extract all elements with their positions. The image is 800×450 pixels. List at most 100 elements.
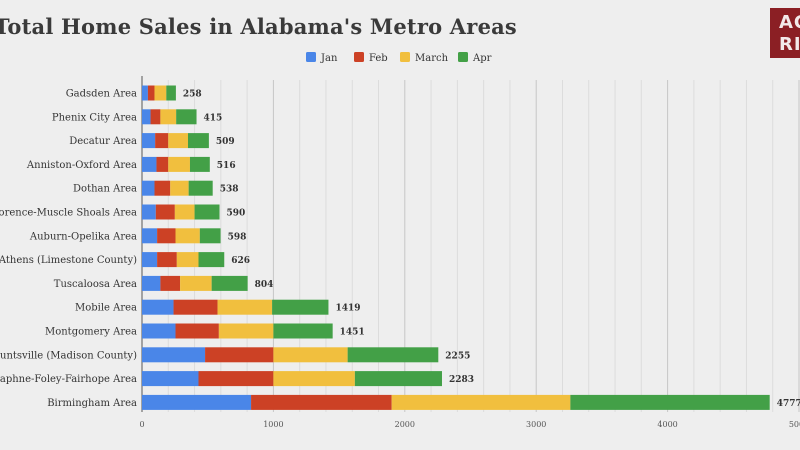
x-tick-label-2000: 2000 (395, 420, 415, 429)
bar-tuscaloosa-area-jan (142, 275, 161, 291)
bar-montgomery-area-jan (142, 323, 176, 339)
x-tick-label-5000: 5000 (789, 420, 800, 429)
bar-daphne-foley-fairhope-area-feb (198, 371, 274, 387)
category-label-florence-muscle-shoals-area: Florence-Muscle Shoals Area (0, 208, 137, 219)
total-labels: 258 415 509 516 538 590 598 626 804 1419 1451 2255 2… (183, 90, 800, 409)
x-tick-label-4000: 4000 (657, 420, 677, 429)
legend-swatch-feb (354, 52, 364, 62)
bar-daphne-foley-fairhope-area-jan (142, 371, 199, 387)
bar-birmingham-area-march (391, 394, 571, 410)
bar-montgomery-area-apr (273, 323, 333, 339)
category-label-montgomery-area: Montgomery Area (45, 327, 137, 338)
logo-text-line1: AC (779, 12, 800, 33)
bar-florence-muscle-shoals-area-jan (142, 204, 156, 220)
category-label-dothan-area: Dothan Area (73, 184, 137, 195)
bar-florence-muscle-shoals-area-apr (194, 204, 220, 220)
bar-florence-muscle-shoals-area-march (174, 204, 195, 220)
bar-mobile-area-apr (272, 299, 329, 315)
total-label-auburn-opelika-area: 598 (228, 232, 247, 242)
bar-daphne-foley-fairhope-area-apr (354, 371, 442, 387)
bar-gadsden-area-feb (147, 85, 155, 101)
logo-text-line2: RI (779, 34, 800, 55)
total-label-birmingham-area: 4777 (777, 399, 800, 409)
bar-birmingham-area-apr (570, 394, 770, 410)
bar-mobile-area-march (217, 299, 273, 315)
bar-auburn-opelika-area-march (175, 228, 200, 244)
category-label-anniston-oxford-area: Anniston-Oxford Area (26, 160, 137, 171)
bar-anniston-oxford-area-march (168, 156, 190, 172)
bar-mobile-area-jan (142, 299, 174, 315)
bar-decatur-area-feb (155, 133, 169, 149)
chart-title: Total Home Sales in Alabama's Metro Area… (0, 14, 517, 39)
x-axis-ticks: 0 1000 2000 3000 4000 5000 (139, 420, 800, 429)
total-label-montgomery-area: 1451 (340, 328, 365, 338)
legend-swatch-apr (458, 52, 468, 62)
bar-auburn-opelika-area-apr (199, 228, 221, 244)
bar-dothan-area-apr (188, 180, 213, 196)
category-label-birmingham-area: Birmingham Area (47, 398, 137, 409)
legend-swatch-march (400, 52, 410, 62)
category-label-auburn-opelika-area: Auburn-Opelika Area (29, 231, 137, 242)
bar-tuscaloosa-area-apr (211, 275, 248, 291)
legend-label-apr: Apr (472, 53, 492, 64)
total-label-huntsville-madison-county: 2255 (445, 351, 470, 361)
bar-athens-limestone-county-jan (142, 252, 158, 268)
bar-montgomery-area-march (218, 323, 274, 339)
category-label-daphne-foley-fairhope-area: Daphne-Foley-Fairhope Area (0, 374, 137, 385)
bar-dothan-area-march (170, 180, 189, 196)
bar-phenix-city-area-apr (176, 109, 197, 125)
x-tick-label-1000: 1000 (263, 420, 283, 429)
legend-label-jan: Jan (320, 53, 338, 64)
bar-gadsden-area-march (154, 85, 167, 101)
bar-phenix-city-area-march (160, 109, 177, 125)
category-label-decatur-area: Decatur Area (69, 136, 137, 147)
bar-huntsville-madison-county-apr (347, 347, 439, 363)
bar-phenix-city-area-jan (142, 109, 151, 125)
total-label-mobile-area: 1419 (335, 304, 360, 314)
total-label-gadsden-area: 258 (183, 90, 202, 100)
total-label-florence-muscle-shoals-area: 590 (227, 209, 246, 219)
bar-phenix-city-area-feb (150, 109, 161, 125)
bar-florence-muscle-shoals-area-feb (155, 204, 175, 220)
bar-tuscaloosa-area-feb (160, 275, 181, 291)
bar-auburn-opelika-area-jan (142, 228, 158, 244)
total-label-tuscaloosa-area: 804 (255, 280, 274, 290)
total-label-daphne-foley-fairhope-area: 2283 (449, 375, 474, 385)
bar-athens-limestone-county-feb (157, 252, 177, 268)
bar-birmingham-area-feb (251, 394, 392, 410)
bar-dothan-area-jan (142, 180, 155, 196)
bars (142, 85, 770, 410)
bar-huntsville-madison-county-feb (205, 347, 274, 363)
category-label-huntsville-madison-county: Huntsville (Madison County) (0, 350, 137, 361)
total-label-dothan-area: 538 (220, 185, 239, 195)
bar-anniston-oxford-area-jan (142, 156, 157, 172)
bar-mobile-area-feb (173, 299, 218, 315)
bar-dothan-area-feb (154, 180, 171, 196)
legend-swatch-jan (306, 52, 316, 62)
legend: Jan Feb March Apr (306, 52, 492, 64)
category-labels: Gadsden Area Phenix City Area Decatur Area… (0, 89, 137, 409)
x-tick-label-3000: 3000 (526, 420, 546, 429)
bar-anniston-oxford-area-apr (189, 156, 210, 172)
legend-label-feb: Feb (369, 53, 388, 64)
bar-tuscaloosa-area-march (180, 275, 212, 291)
logo: AC RI (770, 8, 800, 58)
total-label-athens-limestone-county: 626 (231, 256, 250, 266)
bar-birmingham-area-jan (142, 394, 252, 410)
x-tick-label-0: 0 (139, 420, 144, 429)
bar-gadsden-area-jan (142, 85, 148, 101)
bar-athens-limestone-county-march (176, 252, 199, 268)
bar-decatur-area-jan (142, 133, 156, 149)
category-label-gadsden-area: Gadsden Area (66, 89, 137, 100)
bar-gadsden-area-apr (166, 85, 176, 101)
bar-auburn-opelika-area-feb (157, 228, 176, 244)
bar-daphne-foley-fairhope-area-march (273, 371, 355, 387)
bar-decatur-area-march (168, 133, 188, 149)
category-label-tuscaloosa-area: Tuscaloosa Area (54, 279, 137, 290)
bar-anniston-oxford-area-feb (156, 156, 169, 172)
total-label-decatur-area: 509 (216, 137, 235, 147)
bar-montgomery-area-feb (175, 323, 219, 339)
bar-huntsville-madison-county-jan (142, 347, 206, 363)
bar-decatur-area-apr (187, 133, 209, 149)
